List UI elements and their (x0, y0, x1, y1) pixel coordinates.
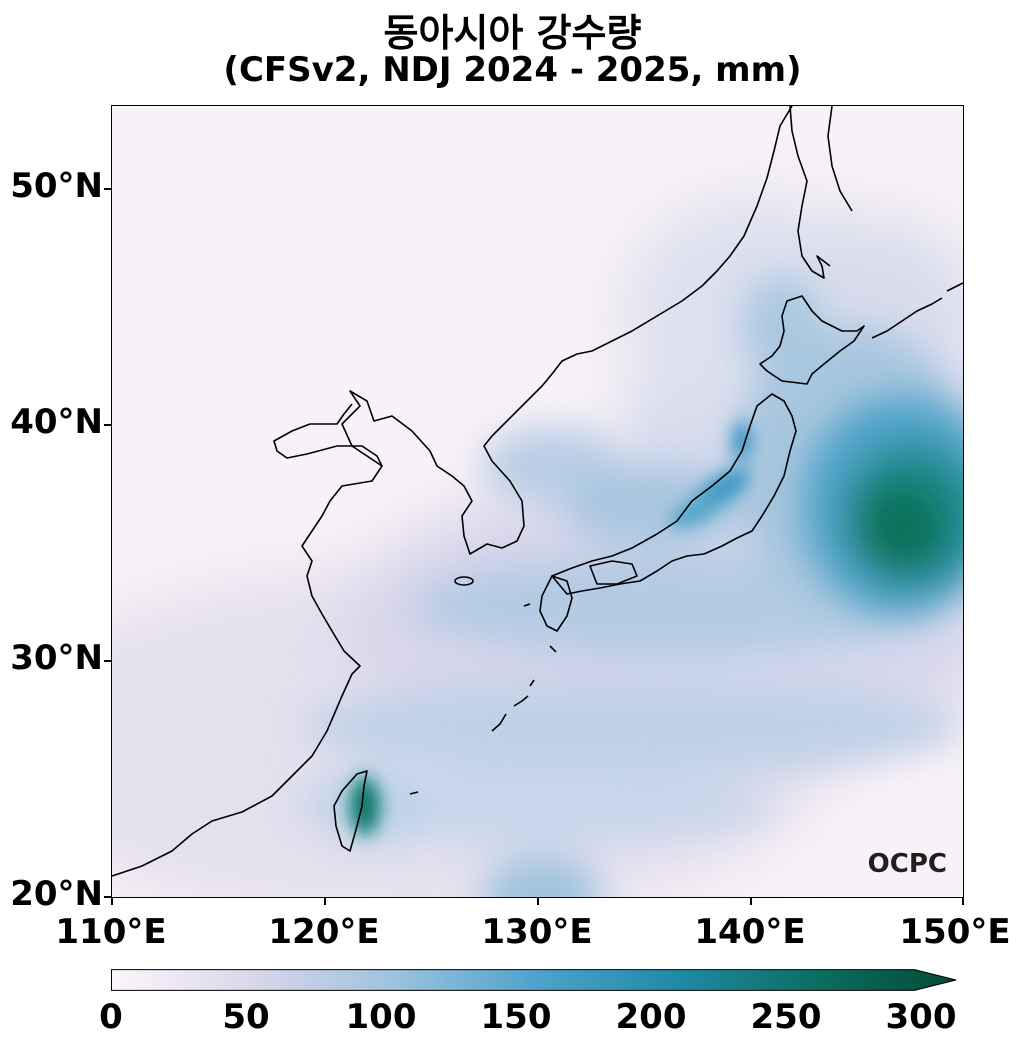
lon-tick (537, 898, 539, 905)
lat-label-50: 50°N (10, 166, 103, 206)
lon-tick (962, 898, 964, 905)
precip-field-bands (292, 276, 963, 897)
ocpc-logo: OCPC (867, 849, 947, 879)
precip-field-maxima (802, 396, 963, 616)
lat-tick (104, 188, 111, 190)
lat-tick (104, 660, 111, 662)
lon-label-140: 140°E (694, 912, 806, 952)
lat-tick (104, 424, 111, 426)
colorbar-label-150: 150 (480, 997, 552, 1037)
colorbar-label-100: 100 (345, 997, 417, 1037)
lon-label-130: 130°E (481, 912, 593, 952)
colorbar-label-250: 250 (750, 997, 822, 1037)
lon-tick (324, 898, 326, 905)
lon-label-150: 150°E (899, 912, 1011, 952)
coastlines (112, 106, 963, 877)
colorbar-label-0: 0 (99, 997, 123, 1037)
lat-tick (104, 896, 111, 898)
colorbar (111, 969, 957, 991)
lat-label-30: 30°N (10, 638, 103, 678)
lat-label-40: 40°N (10, 402, 103, 442)
lon-label-120: 120°E (268, 912, 380, 952)
lon-label-110: 110°E (55, 912, 167, 952)
lat-label-20: 20°N (10, 874, 103, 914)
colorbar-label-300: 300 (885, 997, 957, 1037)
map-subtitle: (CFSv2, NDJ 2024 - 2025, mm) (223, 50, 802, 90)
colorbar-label-200: 200 (615, 997, 687, 1037)
lon-tick (750, 898, 752, 905)
colorbar-label-50: 50 (222, 997, 270, 1037)
map-title: 동아시아 강수량 (383, 11, 642, 55)
precipitation-map: OCPC (111, 105, 964, 898)
precip-field-coastal (349, 421, 752, 836)
map-canvas (112, 106, 963, 897)
lon-tick (111, 898, 113, 905)
